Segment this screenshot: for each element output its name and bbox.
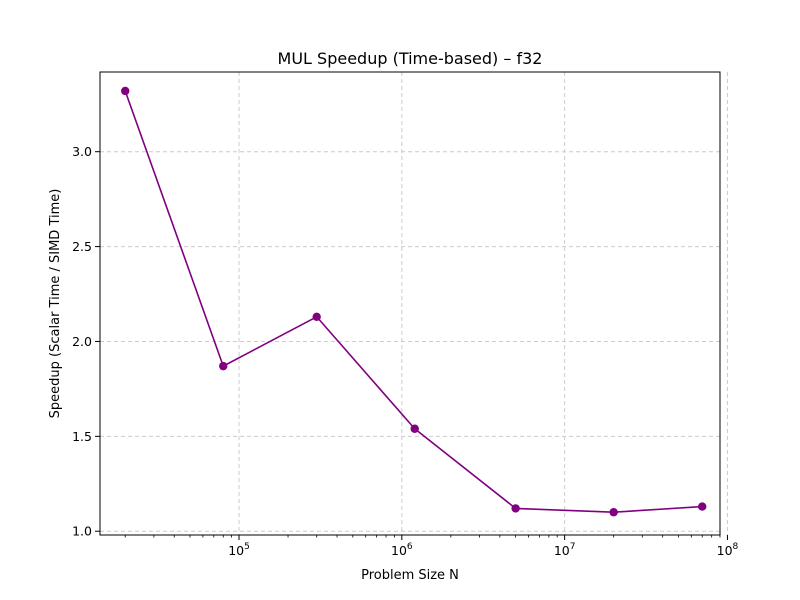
y-tick-label: 2.0 — [72, 334, 92, 349]
chart-title: MUL Speedup (Time-based) – f32 — [278, 49, 543, 68]
data-point — [511, 504, 520, 513]
y-tick-label: 3.0 — [72, 144, 92, 159]
x-tick-label: 107 — [554, 542, 576, 558]
data-point — [609, 508, 618, 517]
grid-layer — [100, 72, 728, 535]
y-tick-label: 2.5 — [72, 239, 92, 254]
data-point — [121, 86, 130, 96]
x-tick-label: 105 — [228, 542, 250, 558]
series-layer — [121, 86, 707, 517]
x-tick-label-exponent: 8 — [733, 542, 739, 552]
data-point — [410, 424, 419, 433]
y-tick-label: 1.0 — [72, 524, 92, 539]
data-point — [219, 361, 228, 371]
data-point — [698, 502, 707, 511]
x-axis-label: Problem Size N — [361, 568, 459, 583]
y-tick-label: 1.5 — [72, 429, 92, 444]
data-point — [312, 312, 321, 321]
x-tick-label-base: 10 — [228, 543, 244, 558]
plot-frame — [99, 71, 721, 536]
x-tick-label-base: 10 — [391, 543, 407, 558]
x-tick-label: 108 — [717, 542, 739, 558]
series-line — [124, 90, 703, 514]
x-tick-label-exponent: 6 — [407, 542, 413, 552]
x-tick-label-base: 10 — [717, 543, 733, 558]
x-tick-label-exponent: 5 — [244, 542, 250, 552]
x-tick-label: 106 — [391, 542, 413, 558]
x-tick-label-exponent: 7 — [570, 542, 576, 552]
y-axis-label: Speedup (Scalar Time / SIMD Time) — [48, 189, 63, 419]
x-tick-label-base: 10 — [554, 543, 570, 558]
